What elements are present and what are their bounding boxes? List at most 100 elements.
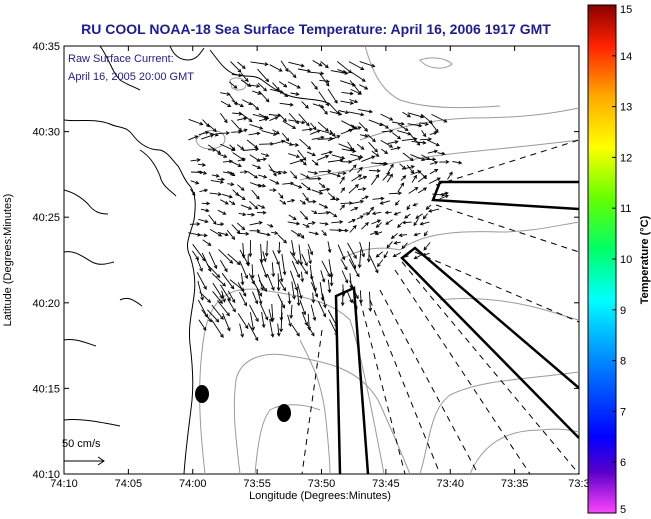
current-vector-arrow	[320, 61, 329, 69]
current-vector-arrow	[201, 133, 215, 140]
current-vector-arrow	[427, 149, 439, 154]
current-vector-arrow	[422, 213, 428, 220]
current-vector-arrow	[282, 181, 295, 186]
current-vector-arrow	[386, 241, 393, 249]
current-vector-arrow	[271, 262, 276, 278]
current-vector-arrow	[207, 123, 217, 133]
current-vector-arrow	[300, 159, 307, 166]
current-vector-arrow	[240, 204, 253, 210]
current-vector-arrow	[327, 172, 341, 178]
current-vector-arrow	[367, 134, 376, 143]
current-vector-arrow	[291, 240, 296, 257]
current-vector-arrow	[356, 215, 364, 220]
current-vector-arrow	[406, 204, 411, 211]
current-vector-arrow	[242, 147, 260, 152]
current-vector-arrow	[192, 250, 199, 261]
current-vector-arrow	[236, 144, 245, 151]
current-vector-arrow	[299, 299, 307, 316]
current-vector-arrow	[197, 280, 204, 301]
current-vector-arrow	[311, 159, 319, 166]
current-vector-arrow	[247, 322, 259, 342]
current-vector-arrow	[311, 189, 324, 195]
current-vector-arrow	[411, 140, 427, 145]
current-vector-arrow	[220, 92, 231, 96]
current-vector-arrow	[388, 191, 403, 196]
current-vector-arrow	[381, 148, 389, 155]
current-vector-arrow	[297, 259, 308, 275]
current-vector-arrow	[230, 61, 242, 73]
current-vector-arrow	[348, 219, 356, 224]
current-vector-arrow	[359, 241, 366, 258]
current-vector-arrow	[398, 233, 408, 238]
current-vector-arrow	[222, 312, 231, 332]
current-vector-arrow	[228, 200, 236, 205]
current-vector-arrow	[380, 113, 394, 121]
current-vector-arrow	[237, 231, 250, 236]
current-vector-arrow	[320, 270, 326, 283]
current-vector-arrow	[197, 170, 208, 175]
current-vector-arrow	[423, 242, 431, 251]
colorbar-tick-label: 6	[620, 457, 626, 469]
current-vector-arrow	[340, 201, 353, 205]
colorbar-label: Temperature (°C)	[639, 215, 651, 304]
current-vector-arrow	[287, 291, 292, 305]
current-vector-arrow	[362, 211, 371, 216]
current-vector-arrow	[288, 70, 297, 79]
buoy-marker	[277, 404, 291, 422]
current-vector-arrow	[319, 221, 329, 226]
current-vector-arrow	[302, 223, 310, 228]
current-vector-arrow	[401, 137, 418, 142]
current-vector-arrow	[302, 192, 309, 202]
current-vector-arrow	[258, 279, 268, 292]
current-vector-arrow	[268, 164, 277, 177]
current-vector-arrow	[240, 272, 245, 286]
current-vector-arrow	[281, 253, 287, 276]
current-vector-arrow	[301, 311, 308, 326]
current-vector-arrow	[196, 259, 203, 272]
y-tick-label: 40:10	[32, 469, 60, 481]
current-vector-arrow	[251, 278, 263, 297]
current-vector-arrow	[288, 119, 306, 125]
current-vector-arrow	[349, 99, 359, 104]
y-tick-label: 40:30	[32, 127, 60, 139]
current-vector-arrow	[237, 184, 245, 191]
current-vector-arrow	[366, 241, 371, 263]
current-vector-arrow	[220, 100, 232, 107]
current-vector-arrow	[218, 249, 234, 264]
current-vector-arrow	[289, 270, 298, 291]
current-vector-arrow	[337, 244, 346, 261]
x-axis-ticks: 74:10 74:05 74:00 73:55 73:50 73:45 73:40 73:35…	[50, 46, 590, 490]
current-vector-arrow	[207, 148, 217, 152]
current-vector-arrow	[327, 88, 338, 104]
current-vector-arrow	[311, 210, 318, 214]
current-vector-arrow	[419, 221, 430, 226]
current-vector-arrow	[291, 260, 301, 279]
current-vector-arrow	[240, 72, 249, 83]
current-vector-arrow	[404, 213, 411, 219]
current-vector-arrow	[199, 188, 209, 193]
current-vector-arrow	[188, 118, 204, 126]
current-vector-arrow	[371, 211, 382, 216]
x-tick-label: 74:10	[50, 478, 78, 490]
y-tick-label: 40:20	[32, 298, 60, 310]
current-vector-arrow	[429, 131, 438, 136]
current-vector-arrow	[220, 259, 228, 273]
current-vector-arrow	[217, 131, 230, 135]
current-vector-arrow	[351, 299, 358, 310]
current-vector-arrow	[439, 160, 450, 164]
current-vector-arrow	[252, 291, 259, 305]
current-vector-arrow	[306, 323, 315, 337]
chart-title: RU COOL NOAA-18 Sea Surface Temperature:…	[81, 21, 551, 37]
current-vector-arrow	[380, 140, 394, 148]
current-vector-arrow	[289, 251, 299, 265]
current-vector-arrow	[437, 151, 446, 156]
y-axis-ticks: 40:35 40:30 40:25 40:20 40:15 40:10	[32, 41, 579, 481]
x-tick-label: 74:00	[179, 478, 207, 490]
current-vector-arrow	[402, 111, 411, 118]
current-vector-arrow	[341, 270, 349, 284]
current-vector-arrow	[299, 210, 309, 221]
current-vector-arrow	[412, 202, 419, 207]
current-vector-arrow	[277, 241, 282, 255]
colorbar-tick-label: 9	[620, 305, 626, 317]
current-vector-arrow	[331, 154, 346, 160]
